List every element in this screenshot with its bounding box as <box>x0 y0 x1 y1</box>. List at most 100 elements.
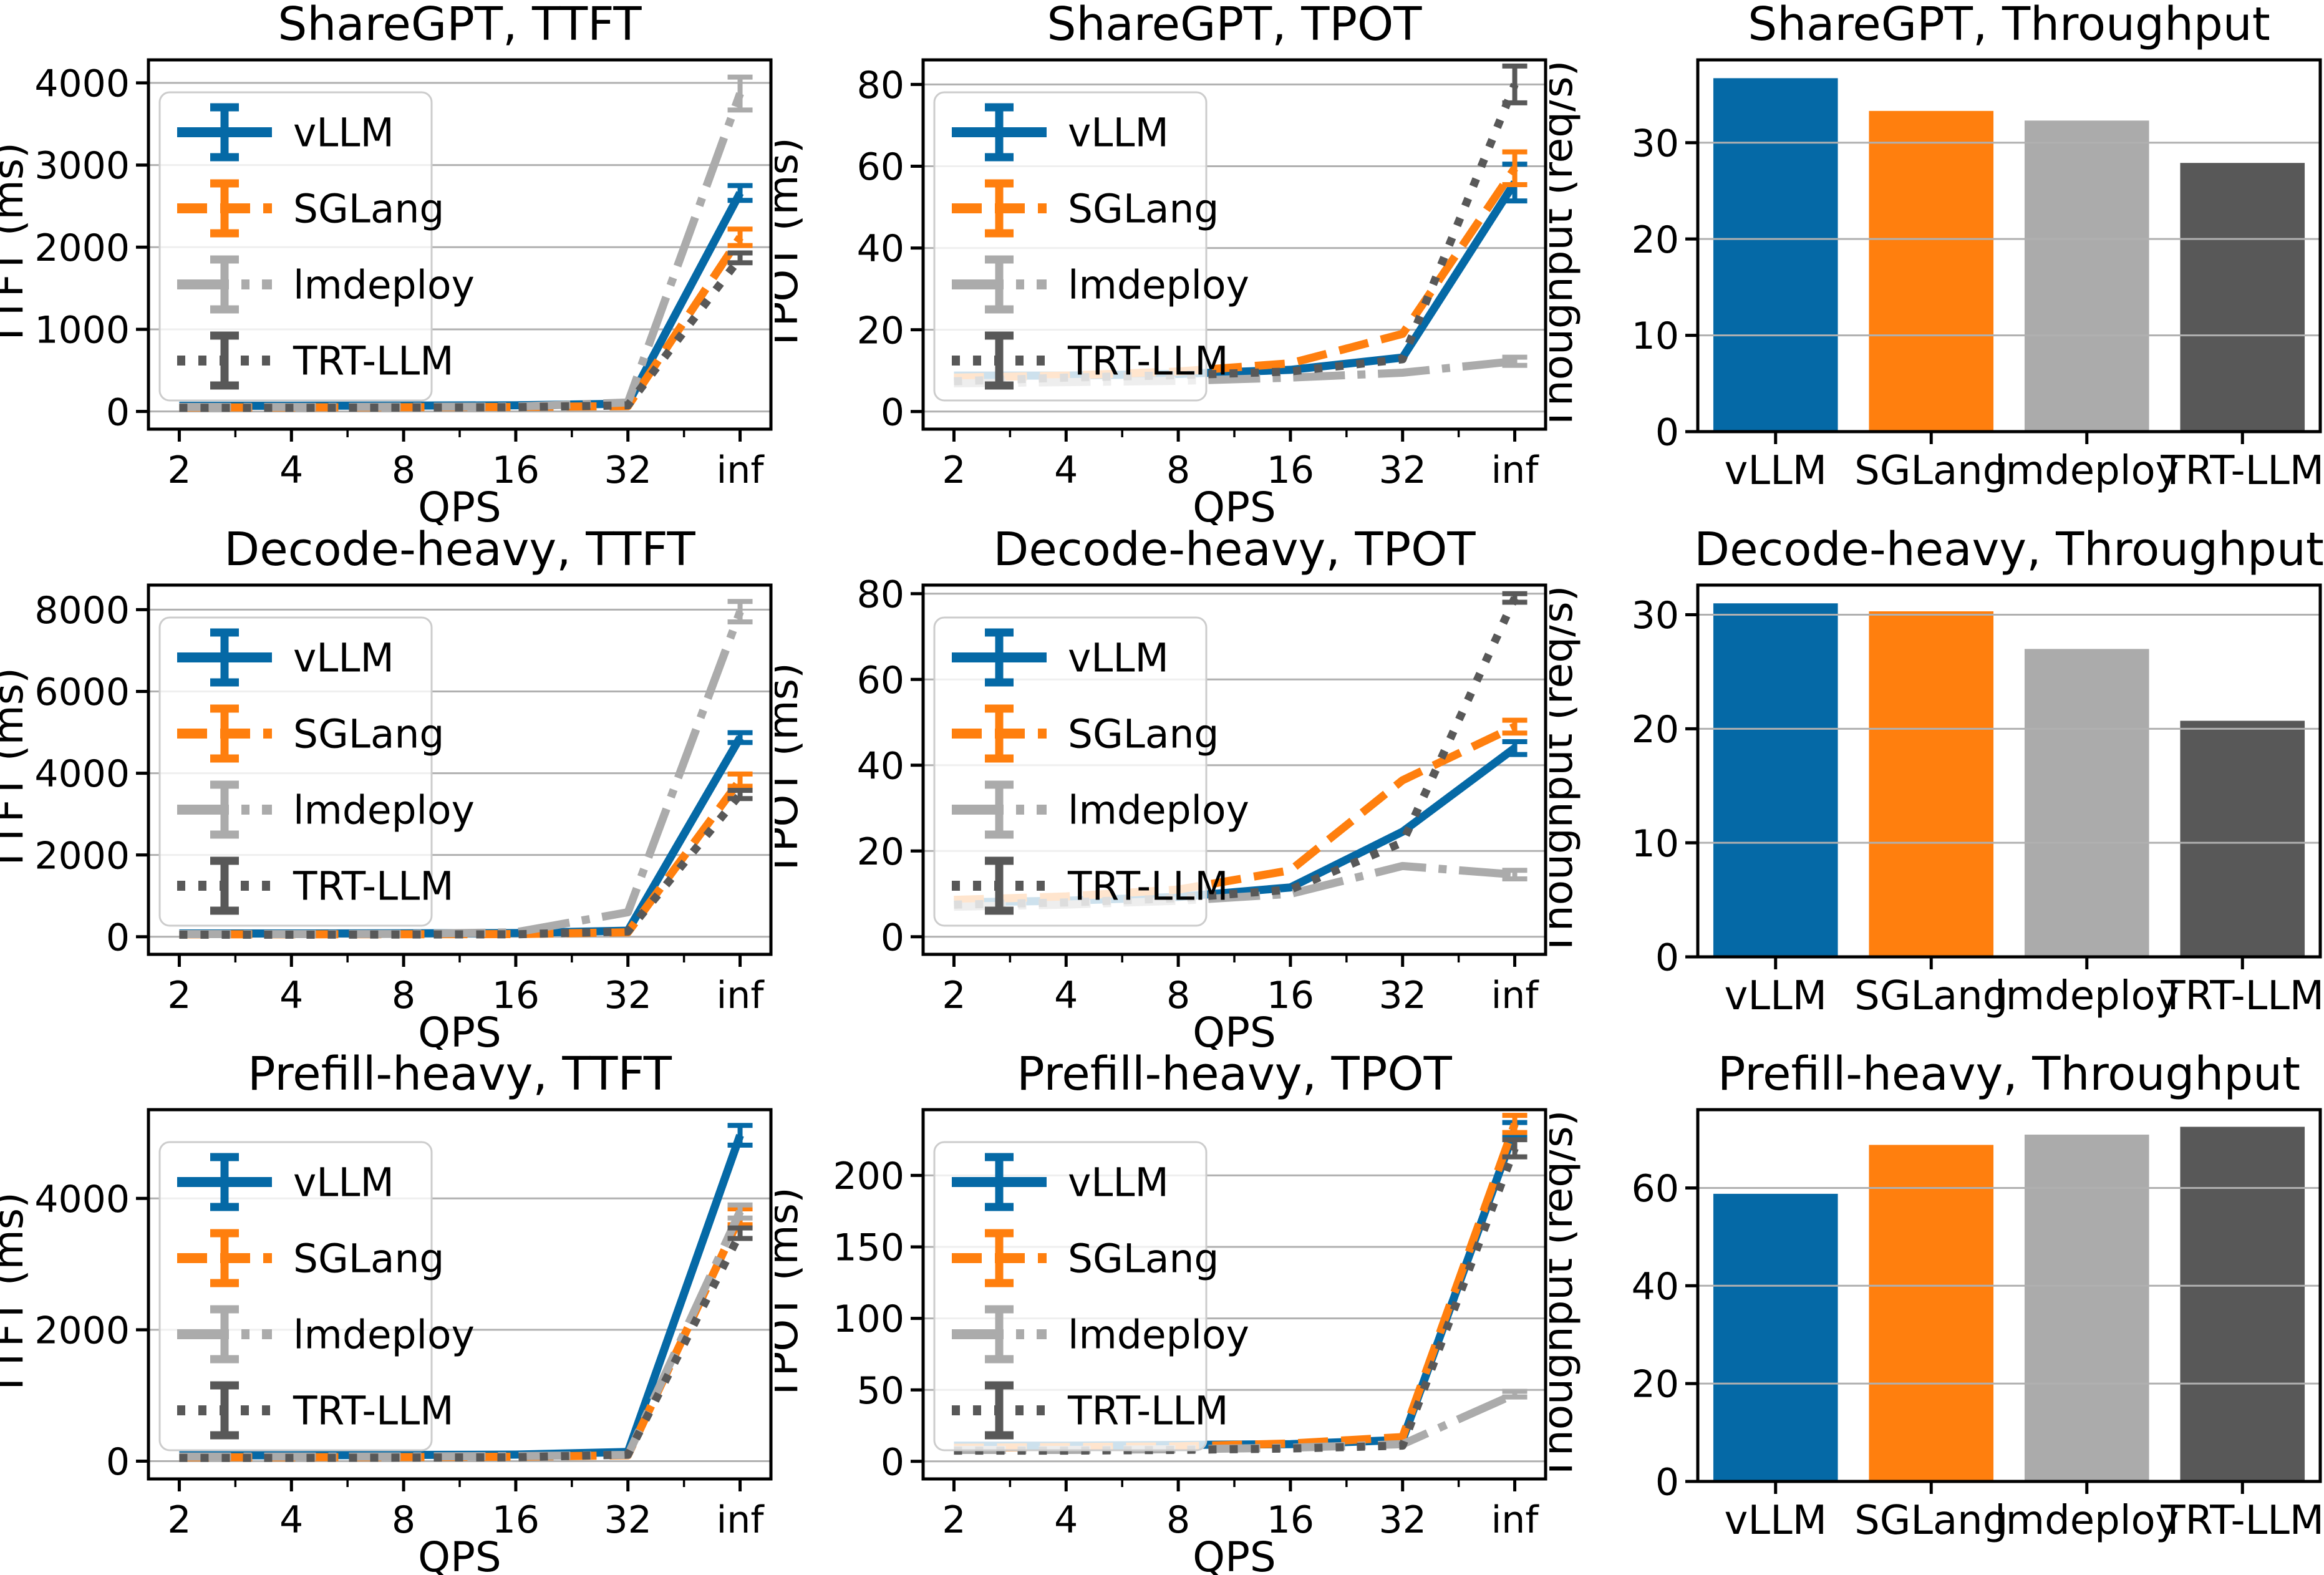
svg-text:40: 40 <box>1632 1265 1679 1309</box>
svg-text:2000: 2000 <box>34 226 130 270</box>
svg-text:TTFT (ms): TTFT (ms) <box>0 142 32 347</box>
svg-text:TRT-LLM: TRT-LLM <box>1067 863 1229 909</box>
svg-text:32: 32 <box>1379 974 1426 1017</box>
svg-text:vLLM: vLLM <box>293 635 394 681</box>
svg-text:16: 16 <box>1267 974 1314 1017</box>
svg-text:10: 10 <box>1632 821 1679 865</box>
chart-prefill-heavy-ttft: 0 2000 4000 2 4 8 16 32 inf Prefill-heavy, TTFT TT… <box>0 1050 773 1575</box>
svg-text:3000: 3000 <box>34 144 130 188</box>
svg-text:SGLang: SGLang <box>1854 1498 2008 1544</box>
cell-prefill-heavy-ttft: 0 2000 4000 2 4 8 16 32 inf Prefill-heavy, TTFT TT… <box>0 1050 775 1575</box>
svg-text:16: 16 <box>492 974 540 1017</box>
svg-text:vLLM: vLLM <box>1725 973 1827 1019</box>
svg-text:8: 8 <box>1166 448 1190 492</box>
svg-text:SGLang: SGLang <box>1854 973 2008 1019</box>
svg-text:TPOT (ms): TPOT (ms) <box>775 137 807 352</box>
chart-decode-heavy-ttft: 0 2000 4000 6000 8000 2 4 8 16 32 inf Decode-heavy,… <box>0 525 773 1050</box>
svg-text:4000: 4000 <box>34 62 130 105</box>
svg-text:20: 20 <box>1632 218 1679 262</box>
svg-text:0: 0 <box>1655 936 1679 979</box>
svg-text:lmdeploy: lmdeploy <box>293 1312 475 1358</box>
svg-text:32: 32 <box>1379 1498 1426 1542</box>
svg-text:SGLang: SGLang <box>293 711 444 757</box>
cell-decode-heavy-throughput: 0 10 20 30 vLLM SGLang lmdeploy TRT-LLM Decode-h… <box>1549 525 2324 1050</box>
svg-text:inf: inf <box>1491 974 1540 1017</box>
svg-text:lmdeploy: lmdeploy <box>293 787 475 833</box>
svg-text:20: 20 <box>857 309 904 352</box>
svg-text:Thoughput (req/s): Thoughput (req/s) <box>1549 61 1582 432</box>
cell-sharegpt-throughput: 0 10 20 30 vLLM SGLang lmdeploy TRT-LLM ShareGPT… <box>1549 0 2324 525</box>
svg-text:vLLM: vLLM <box>293 110 394 156</box>
svg-text:4: 4 <box>1054 448 1078 492</box>
svg-text:100: 100 <box>833 1298 904 1342</box>
svg-text:TRT-LLM: TRT-LLM <box>1067 1388 1229 1434</box>
svg-text:10: 10 <box>1632 314 1679 358</box>
svg-text:TPOT (ms): TPOT (ms) <box>775 1188 807 1402</box>
cell-decode-heavy-ttft: 0 2000 4000 6000 8000 2 4 8 16 32 inf Decode-heavy,… <box>0 525 775 1050</box>
svg-text:Decode-heavy, Throughput: Decode-heavy, Throughput <box>1694 525 2324 576</box>
svg-text:QPS: QPS <box>1193 1533 1276 1575</box>
svg-text:Thoughput (req/s): Thoughput (req/s) <box>1549 1110 1582 1482</box>
svg-text:SGLang: SGLang <box>1068 1236 1219 1282</box>
svg-text:SGLang: SGLang <box>293 1236 444 1282</box>
svg-text:20: 20 <box>1632 708 1679 752</box>
svg-text:4: 4 <box>1054 1498 1078 1542</box>
svg-text:Decode-heavy, TTFT: Decode-heavy, TTFT <box>224 525 695 576</box>
svg-text:150: 150 <box>833 1226 904 1270</box>
svg-text:inf: inf <box>717 448 765 492</box>
svg-text:SGLang: SGLang <box>1068 187 1219 232</box>
svg-text:0: 0 <box>881 390 904 434</box>
svg-text:ShareGPT, TTFT: ShareGPT, TTFT <box>278 0 642 51</box>
svg-text:8: 8 <box>1166 1498 1190 1542</box>
svg-text:Decode-heavy, TPOT: Decode-heavy, TPOT <box>993 525 1476 576</box>
svg-text:TPOT (ms): TPOT (ms) <box>775 662 807 877</box>
svg-text:32: 32 <box>604 1498 652 1542</box>
svg-text:TTFT (ms): TTFT (ms) <box>0 667 32 873</box>
svg-text:QPS: QPS <box>418 483 501 525</box>
cell-sharegpt-tpot: 0 20 40 60 80 2 4 8 16 32 inf ShareGPT, TPOT TPOT (m… <box>775 0 1549 525</box>
svg-text:TRT-LLM: TRT-LLM <box>2160 448 2324 494</box>
svg-text:0: 0 <box>881 1441 904 1485</box>
svg-text:2: 2 <box>167 974 191 1017</box>
svg-text:8: 8 <box>1166 974 1190 1017</box>
svg-text:TRT-LLM: TRT-LLM <box>293 863 454 909</box>
svg-text:0: 0 <box>881 916 904 959</box>
svg-text:4000: 4000 <box>34 1178 130 1221</box>
svg-text:vLLM: vLLM <box>1068 1160 1169 1206</box>
svg-text:lmdeploy: lmdeploy <box>293 263 475 308</box>
svg-text:vLLM: vLLM <box>1725 448 1827 494</box>
svg-text:60: 60 <box>857 659 904 702</box>
svg-text:8: 8 <box>392 1498 415 1542</box>
svg-text:lmdeploy: lmdeploy <box>1068 1312 1249 1358</box>
svg-text:32: 32 <box>604 448 652 492</box>
svg-text:lmdeploy: lmdeploy <box>1068 787 1249 833</box>
svg-text:80: 80 <box>857 64 904 107</box>
svg-text:4: 4 <box>279 974 303 1017</box>
svg-text:0: 0 <box>1655 411 1679 455</box>
svg-text:SGLang: SGLang <box>293 187 444 232</box>
svg-text:vLLM: vLLM <box>1725 1498 1827 1544</box>
svg-text:16: 16 <box>492 448 540 492</box>
svg-text:TRT-LLM: TRT-LLM <box>293 1388 454 1434</box>
svg-text:TTFT (ms): TTFT (ms) <box>0 1193 32 1398</box>
svg-text:2: 2 <box>167 448 191 492</box>
svg-text:lmdeploy: lmdeploy <box>1068 263 1249 308</box>
svg-text:vLLM: vLLM <box>293 1160 394 1206</box>
svg-text:32: 32 <box>1379 448 1426 492</box>
svg-text:2: 2 <box>942 448 966 492</box>
svg-text:lmdeploy: lmdeploy <box>1995 1498 2179 1544</box>
svg-text:QPS: QPS <box>1193 483 1276 525</box>
svg-text:1000: 1000 <box>34 309 130 352</box>
cell-decode-heavy-tpot: 0 20 40 60 80 2 4 8 16 32 inf Decode-heavy, TPOT TPO… <box>775 525 1549 1050</box>
svg-text:ShareGPT, TPOT: ShareGPT, TPOT <box>1047 0 1423 51</box>
svg-text:30: 30 <box>1632 122 1679 165</box>
svg-text:2000: 2000 <box>34 1309 130 1353</box>
svg-text:8: 8 <box>392 448 415 492</box>
svg-text:20: 20 <box>857 830 904 874</box>
svg-text:50: 50 <box>857 1369 904 1413</box>
svg-text:16: 16 <box>1267 1498 1314 1542</box>
svg-text:2: 2 <box>167 1498 191 1542</box>
svg-text:2: 2 <box>942 974 966 1017</box>
